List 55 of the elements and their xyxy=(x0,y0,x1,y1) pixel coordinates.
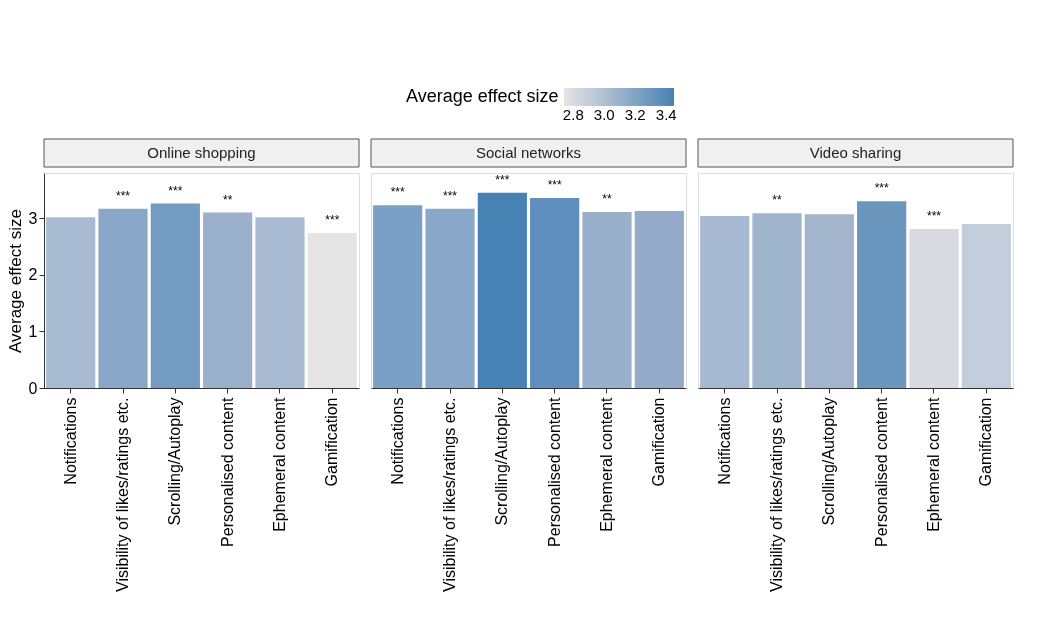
bar xyxy=(307,232,357,388)
annotation: *** xyxy=(926,209,942,224)
color-bar-title: Average effect size xyxy=(406,86,559,106)
x-tick-label: Personalised content xyxy=(218,396,236,547)
x-tick-label: Scrolling/Autoplay xyxy=(493,397,511,526)
y-tick-label: 0 xyxy=(28,379,38,397)
y-tick-label: 2 xyxy=(28,266,38,284)
color-bar-label: 3.0 xyxy=(593,106,615,123)
bar xyxy=(203,212,253,388)
color-bar-label: 2.8 xyxy=(562,106,584,123)
y-axis-title: Average effect size xyxy=(5,209,25,353)
annotation: *** xyxy=(390,185,406,200)
annotation: ** xyxy=(222,192,233,207)
bar xyxy=(909,229,959,388)
annotation: *** xyxy=(116,188,131,203)
annotation: *** xyxy=(874,181,889,196)
chart-title: Video sharing xyxy=(809,144,902,161)
bar xyxy=(46,217,96,388)
bar xyxy=(150,203,200,388)
bar xyxy=(961,223,1011,388)
bar xyxy=(752,213,802,388)
bar xyxy=(804,214,854,388)
x-tick-label: Visibility of likes/ratings etc. xyxy=(114,397,132,592)
x-tick-label: Gamification xyxy=(323,397,341,487)
bar xyxy=(857,201,907,388)
chart-title: Social networks xyxy=(475,144,582,161)
annotation: *** xyxy=(547,177,562,192)
annotation: *** xyxy=(443,188,458,203)
chart-title: Online shopping xyxy=(147,144,256,161)
x-tick-label: Notifications xyxy=(715,397,733,485)
bar xyxy=(255,217,305,388)
x-tick-label: Visibility of likes/ratings etc. xyxy=(441,397,459,592)
x-tick-label: Scrolling/Autoplay xyxy=(166,397,184,526)
bar xyxy=(98,208,148,388)
x-tick-label: Ephemeral content xyxy=(924,396,942,532)
annotation: *** xyxy=(325,212,340,227)
x-tick-label: Notifications xyxy=(61,397,79,485)
y-tick-label: 3 xyxy=(28,209,38,227)
x-tick-label: Personalised content xyxy=(545,396,563,547)
annotation: *** xyxy=(495,172,510,187)
x-tick-label: Scrolling/Autoplay xyxy=(820,397,838,526)
x-tick-label: Ephemeral content xyxy=(270,396,288,532)
x-tick-label: Gamification xyxy=(650,397,668,487)
color-bar-label: 3.4 xyxy=(655,106,677,123)
color-bar-label: 3.2 xyxy=(624,106,646,123)
x-tick-label: Notifications xyxy=(388,397,406,485)
annotation: ** xyxy=(772,193,783,208)
x-tick-label: Personalised content xyxy=(872,396,890,547)
y-tick-label: 1 xyxy=(28,322,38,340)
annotation: *** xyxy=(168,183,183,198)
x-tick-label: Gamification xyxy=(977,397,995,487)
annotation: ** xyxy=(602,192,612,207)
bar xyxy=(700,216,750,388)
x-tick-label: Visibility of likes/ratings etc. xyxy=(768,397,786,592)
x-tick-label: Ephemeral content xyxy=(597,396,615,532)
